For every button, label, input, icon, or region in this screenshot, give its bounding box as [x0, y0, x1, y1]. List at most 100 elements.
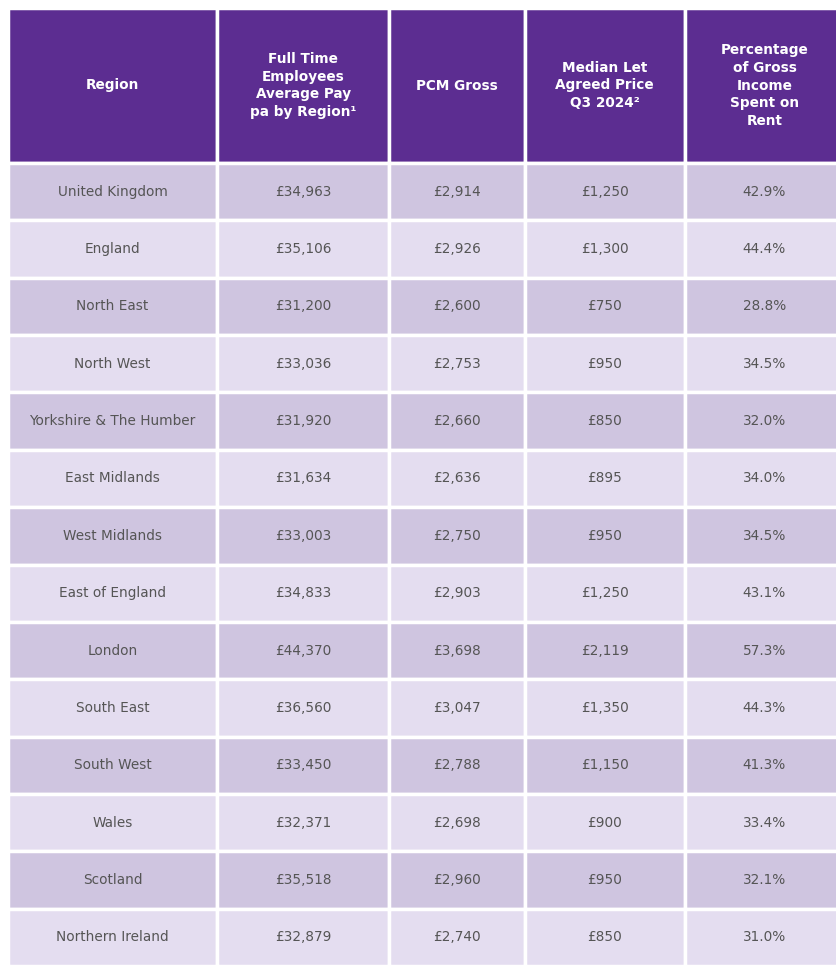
- Text: East of England: East of England: [59, 586, 166, 600]
- Bar: [525, 335, 685, 393]
- Text: PCM Gross: PCM Gross: [416, 79, 497, 93]
- Text: £2,903: £2,903: [433, 586, 481, 600]
- Text: £33,450: £33,450: [275, 758, 331, 772]
- Bar: [8, 909, 217, 966]
- Text: Region: Region: [86, 79, 140, 93]
- Bar: [390, 621, 525, 679]
- Bar: [217, 450, 390, 507]
- Bar: [525, 794, 685, 851]
- Bar: [525, 278, 685, 335]
- Text: South West: South West: [74, 758, 151, 772]
- Text: £33,036: £33,036: [275, 356, 331, 371]
- Bar: [525, 163, 685, 220]
- Text: £950: £950: [587, 529, 622, 543]
- Bar: [390, 278, 525, 335]
- Text: North East: North East: [76, 299, 149, 314]
- Bar: [8, 679, 217, 736]
- Text: £31,920: £31,920: [275, 414, 331, 429]
- Bar: [217, 163, 390, 220]
- Text: £32,879: £32,879: [275, 930, 331, 945]
- Bar: [685, 507, 836, 565]
- Bar: [685, 220, 836, 278]
- Bar: [390, 851, 525, 909]
- Text: 34.5%: 34.5%: [742, 529, 786, 543]
- Bar: [8, 565, 217, 621]
- Text: East Midlands: East Midlands: [65, 471, 160, 485]
- Bar: [8, 8, 217, 163]
- Text: Scotland: Scotland: [83, 873, 142, 887]
- Text: £1,250: £1,250: [581, 586, 629, 600]
- Text: England: England: [84, 242, 140, 256]
- Bar: [390, 163, 525, 220]
- Bar: [217, 736, 390, 794]
- Bar: [217, 8, 390, 163]
- Text: Yorkshire & The Humber: Yorkshire & The Humber: [29, 414, 196, 429]
- Bar: [217, 851, 390, 909]
- Bar: [390, 565, 525, 621]
- Text: £33,003: £33,003: [275, 529, 331, 543]
- Bar: [525, 220, 685, 278]
- Bar: [8, 621, 217, 679]
- Bar: [685, 278, 836, 335]
- Bar: [390, 393, 525, 450]
- Bar: [8, 220, 217, 278]
- Bar: [390, 220, 525, 278]
- Bar: [217, 278, 390, 335]
- Text: £2,926: £2,926: [433, 242, 481, 256]
- Bar: [685, 909, 836, 966]
- Bar: [525, 450, 685, 507]
- Bar: [685, 679, 836, 736]
- Text: £34,833: £34,833: [275, 586, 331, 600]
- Text: 28.8%: 28.8%: [743, 299, 786, 314]
- Bar: [390, 335, 525, 393]
- Text: £950: £950: [587, 873, 622, 887]
- Text: £900: £900: [587, 815, 622, 830]
- Bar: [8, 794, 217, 851]
- Bar: [685, 335, 836, 393]
- Bar: [390, 8, 525, 163]
- Bar: [685, 794, 836, 851]
- Text: 57.3%: 57.3%: [742, 644, 786, 657]
- Text: £31,634: £31,634: [275, 471, 331, 485]
- Bar: [217, 909, 390, 966]
- Text: £31,200: £31,200: [275, 299, 331, 314]
- Text: £3,698: £3,698: [433, 644, 481, 657]
- Text: £1,300: £1,300: [581, 242, 629, 256]
- Text: 42.9%: 42.9%: [742, 185, 786, 199]
- Text: London: London: [88, 644, 138, 657]
- Text: £2,914: £2,914: [433, 185, 481, 199]
- Text: £950: £950: [587, 356, 622, 371]
- Text: £1,250: £1,250: [581, 185, 629, 199]
- Text: £32,371: £32,371: [275, 815, 331, 830]
- Text: £2,698: £2,698: [433, 815, 481, 830]
- Text: £2,600: £2,600: [433, 299, 481, 314]
- Text: 44.4%: 44.4%: [743, 242, 786, 256]
- Bar: [8, 278, 217, 335]
- Text: 32.1%: 32.1%: [743, 873, 786, 887]
- Bar: [525, 909, 685, 966]
- Bar: [390, 679, 525, 736]
- Text: Full Time
Employees
Average Pay
pa by Region¹: Full Time Employees Average Pay pa by Re…: [250, 52, 356, 119]
- Text: South East: South East: [76, 701, 150, 715]
- Bar: [685, 450, 836, 507]
- Text: 34.0%: 34.0%: [743, 471, 786, 485]
- Bar: [525, 679, 685, 736]
- Text: £2,960: £2,960: [433, 873, 481, 887]
- Text: 33.4%: 33.4%: [743, 815, 786, 830]
- Text: £3,047: £3,047: [433, 701, 481, 715]
- Text: United Kingdom: United Kingdom: [58, 185, 167, 199]
- Bar: [217, 220, 390, 278]
- Bar: [217, 679, 390, 736]
- Text: West Midlands: West Midlands: [63, 529, 162, 543]
- Bar: [685, 393, 836, 450]
- Text: £750: £750: [587, 299, 622, 314]
- Bar: [8, 393, 217, 450]
- Bar: [525, 736, 685, 794]
- Bar: [685, 621, 836, 679]
- Bar: [685, 163, 836, 220]
- Text: £35,106: £35,106: [275, 242, 331, 256]
- Bar: [390, 909, 525, 966]
- Text: 34.5%: 34.5%: [742, 356, 786, 371]
- Text: £850: £850: [587, 930, 622, 945]
- Text: Northern Ireland: Northern Ireland: [56, 930, 169, 945]
